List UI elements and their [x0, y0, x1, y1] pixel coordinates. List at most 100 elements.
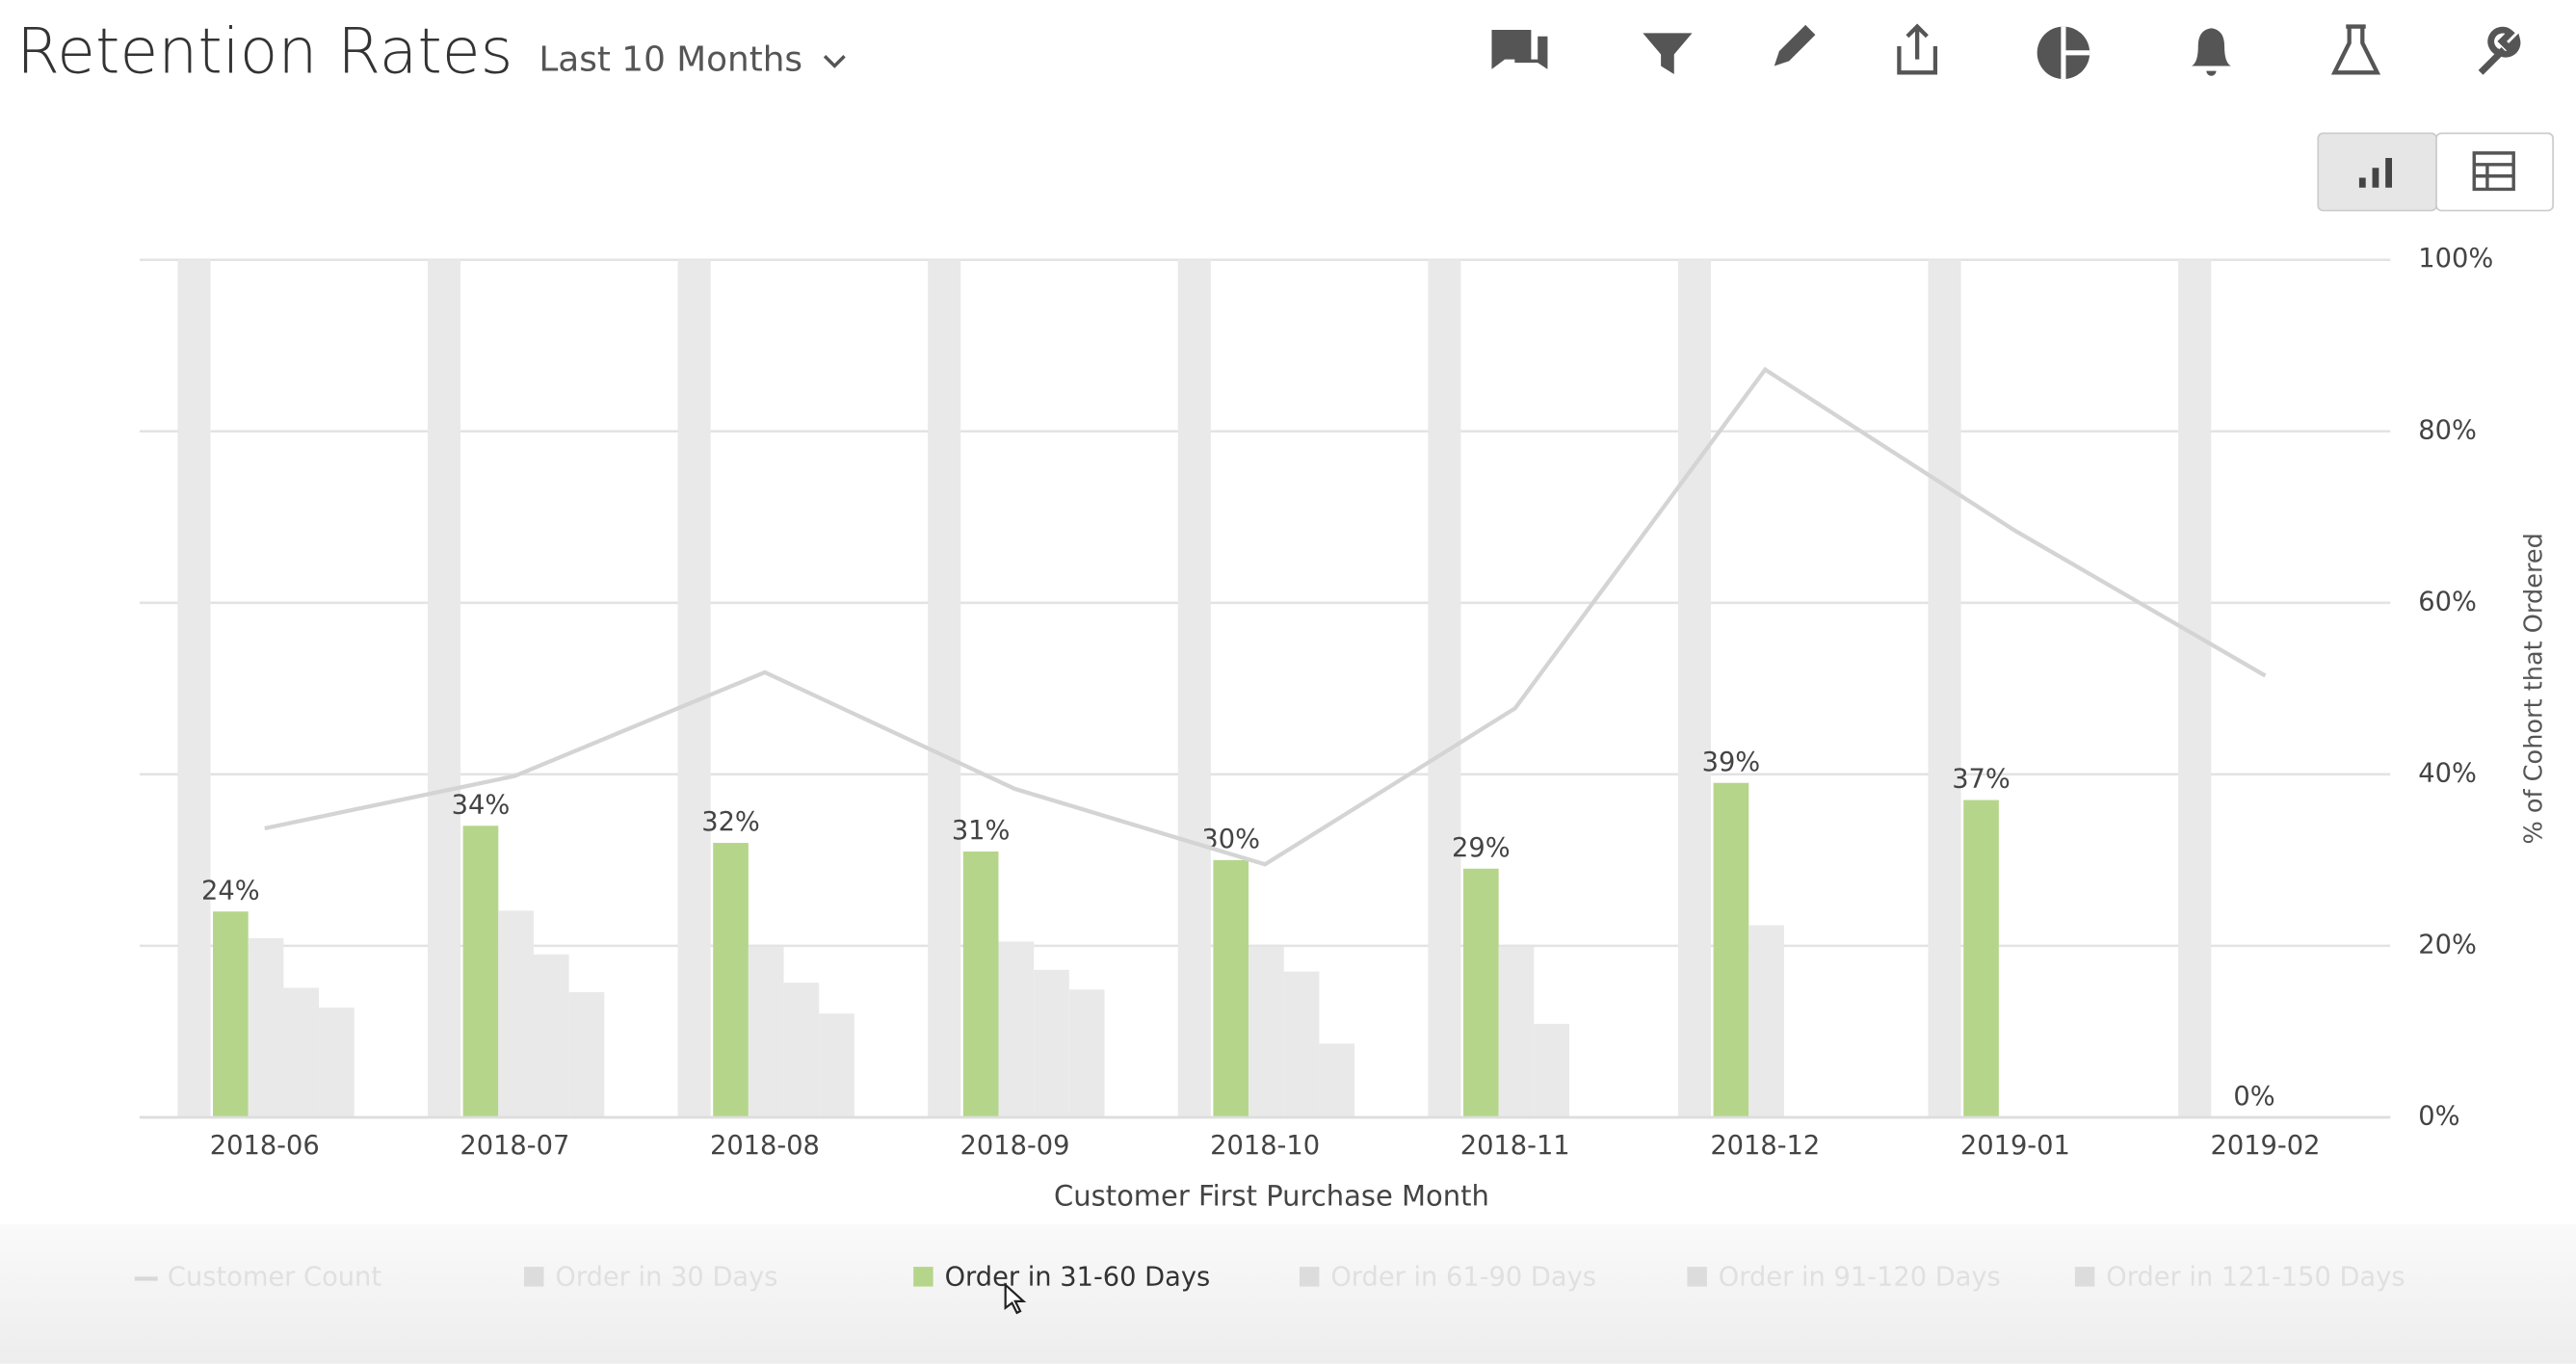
legend-swatch[interactable] [913, 1267, 933, 1287]
legend-item[interactable]: Order in 61-90 Days [1299, 1263, 1596, 1293]
settings-button[interactable] [2478, 26, 2521, 75]
chart-type-button[interactable] [2037, 26, 2090, 80]
alerts-button[interactable] [2191, 28, 2231, 76]
legend-label[interactable]: Order in 61-90 Days [1330, 1263, 1596, 1293]
bar [1249, 946, 1284, 1117]
legend-label[interactable]: Order in 30 Days [555, 1263, 777, 1293]
x-tick-label: 2018-12 [1710, 1131, 1820, 1161]
bar [283, 987, 320, 1117]
legend-label[interactable]: Order in 91-120 Days [1719, 1263, 2001, 1293]
data-label: 34% [452, 790, 511, 820]
x-axis-title: Customer First Purchase Month [1054, 1179, 1489, 1212]
filter-button[interactable] [1643, 33, 1693, 75]
y-tick-label: 80% [2418, 415, 2477, 445]
share-icon[interactable] [1897, 23, 1938, 75]
bar [1034, 969, 1069, 1117]
line [264, 366, 2267, 867]
bar [998, 941, 1035, 1117]
bar [1068, 989, 1105, 1117]
legend-bar [0, 1223, 2576, 1364]
view-toggle [2317, 132, 2554, 212]
plot: 0% 20% 40% 60% 80% 100% 2018-06 2018-07 2018-08 2… [139, 244, 2493, 1161]
edit-icon[interactable] [1774, 24, 1816, 66]
bar [677, 259, 711, 1117]
legend-label[interactable]: Order in 31-60 Days [945, 1263, 1211, 1293]
data-label: 31% [952, 816, 1011, 846]
bar [498, 910, 534, 1117]
bar [1677, 259, 1712, 1117]
date-range-label[interactable]: Last 10 Months [539, 39, 802, 79]
legend-swatch[interactable] [1299, 1267, 1320, 1287]
legend-item[interactable]: Order in 121-150 Days [2074, 1263, 2405, 1293]
x-tick-label: 2018-10 [1210, 1131, 1320, 1161]
edit-button[interactable] [1774, 24, 1816, 66]
x-tick-label: 2019-01 [1960, 1131, 2070, 1161]
data-label: 29% [1452, 833, 1511, 863]
mouse-cursor [1004, 1282, 1027, 1315]
bar [1748, 925, 1784, 1117]
legend-item[interactable]: Order in 91-120 Days [1687, 1263, 2001, 1293]
share-button[interactable] [1897, 23, 1938, 75]
legend-swatch[interactable] [524, 1267, 544, 1287]
bar [1713, 782, 1749, 1117]
wrench-icon[interactable] [2478, 26, 2521, 75]
legend-label[interactable]: Customer Count [168, 1263, 381, 1293]
bar [2178, 259, 2212, 1117]
bar [748, 946, 784, 1117]
page-title: Retention Rates [16, 16, 513, 89]
bell-icon[interactable] [2191, 28, 2231, 76]
bar [1534, 1023, 1569, 1117]
bar [713, 843, 749, 1117]
bar [319, 1007, 355, 1117]
bar [248, 937, 284, 1117]
bar [533, 954, 569, 1117]
bar [1428, 259, 1461, 1117]
lab-button[interactable] [2330, 24, 2381, 75]
legend-label[interactable]: Order in 121-150 Days [2106, 1263, 2405, 1293]
bar [783, 983, 820, 1117]
bar [568, 991, 605, 1117]
legend-swatch[interactable] [134, 1276, 158, 1281]
bar [1283, 971, 1320, 1117]
bar [1177, 259, 1211, 1117]
toolbar [1491, 23, 2521, 80]
legend: Customer Count Order in 30 Days Order in 3… [134, 1263, 2405, 1293]
x-tick-label: 2018-07 [460, 1131, 569, 1161]
data-label: 24% [201, 876, 260, 905]
y-tick-label: 40% [2418, 758, 2477, 788]
legend-item[interactable]: Order in 30 Days [524, 1263, 778, 1293]
pie-icon-cuts[interactable] [2061, 26, 2090, 80]
chart-view-icon[interactable] [2358, 157, 2392, 188]
data-label: 39% [1702, 748, 1761, 777]
y-tick-label: 100% [2418, 244, 2493, 274]
bar [962, 851, 999, 1117]
legend-swatch[interactable] [2074, 1267, 2095, 1287]
date-range-dropdown[interactable]: Last 10 Months [539, 39, 846, 79]
filter-icon[interactable] [1643, 33, 1693, 75]
dropdown-caret[interactable] [823, 55, 846, 68]
y-tick-label: 0% [2418, 1101, 2459, 1131]
y-axis-title: % of Cohort that Ordered [2519, 533, 2548, 844]
y-tick-label: 60% [2418, 587, 2477, 616]
table-view-icon[interactable] [2472, 151, 2515, 192]
x-tick-label: 2018-08 [710, 1131, 820, 1161]
bar [1319, 1043, 1355, 1117]
bar [462, 826, 499, 1117]
data-label: 37% [1952, 765, 2011, 795]
legend-swatch[interactable] [1687, 1267, 1707, 1287]
bar [427, 259, 461, 1117]
x-tick-label: 2018-09 [960, 1131, 1070, 1161]
bar [1213, 859, 1249, 1117]
table-view-button[interactable] [2435, 132, 2554, 212]
data-label: 32% [701, 807, 760, 837]
flask-icon[interactable] [2330, 24, 2381, 75]
x-tick-label: 2018-11 [1460, 1131, 1570, 1161]
bar [928, 259, 961, 1117]
legend-item[interactable]: Order in 31-60 Days [913, 1263, 1210, 1293]
bar [1498, 946, 1535, 1117]
x-tick-label: 2018-06 [210, 1131, 320, 1161]
legend-item[interactable]: Customer Count [134, 1263, 381, 1293]
data-label: 0% [2233, 1082, 2274, 1112]
